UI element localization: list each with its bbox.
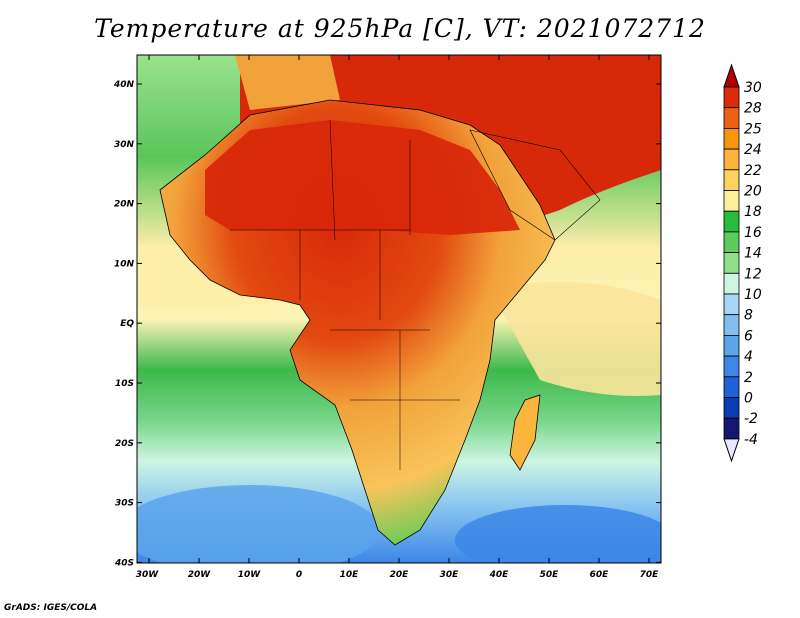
- madagascar: [509, 394, 541, 471]
- colorbar-label: 24: [744, 142, 762, 158]
- colorbar-label: 6: [744, 328, 753, 344]
- grads-credit: GrADS: IGES/COLA: [4, 603, 98, 613]
- colorbar-label: 16: [744, 225, 762, 241]
- colorbar-swatch: [723, 107, 740, 129]
- map-title: Temperature at 925hPa [C], VT: 202107271…: [94, 14, 706, 43]
- lon-tick-label: 20E: [390, 570, 410, 580]
- colorbar-label: 12: [744, 266, 762, 282]
- lat-tick-label: EQ: [120, 319, 134, 329]
- lat-tick-label: 20S: [115, 439, 134, 449]
- colorbar-swatch: [723, 314, 740, 336]
- lon-tick-label: 0: [296, 570, 302, 580]
- colorbar-label: 10: [744, 287, 762, 303]
- lon-tick-label: 60E: [590, 570, 610, 580]
- indian-ocean-warm-band: [490, 282, 661, 396]
- colorbar-label: -2: [744, 411, 758, 427]
- colorbar-label: -4: [744, 432, 758, 448]
- lon-tick-label: 70E: [640, 570, 660, 580]
- latitude-axis: 40N 30N 20N 10N EQ 10S 20S 30S 40S: [113, 80, 661, 568]
- lon-tick-label: 10E: [340, 570, 360, 580]
- colorbar-label: 25: [744, 121, 762, 137]
- lat-tick-label: 30N: [114, 140, 135, 150]
- iberia-warm: [235, 55, 340, 110]
- colorbar-label: 0: [744, 391, 753, 407]
- lat-tick-label: 30S: [115, 499, 134, 509]
- south-atlantic-cold-blob: [137, 485, 380, 563]
- lat-tick-label: 10S: [115, 379, 134, 389]
- lat-tick-label: 20N: [114, 200, 135, 210]
- colorbar-top-arrow: [723, 63, 740, 88]
- colorbar-swatch: [723, 334, 740, 357]
- colorbar-swatch: [723, 355, 740, 378]
- lat-tick-label: 40S: [114, 558, 134, 568]
- colorbar-label: 4: [744, 349, 753, 365]
- colorbar-bottom-arrow: [723, 438, 740, 463]
- sahara-hot-core: [205, 120, 520, 235]
- south-indian-cold-blob: [455, 505, 661, 563]
- colorbar-label: 2: [744, 370, 753, 386]
- colorbar-label: 8: [744, 308, 753, 324]
- lon-tick-label: 30E: [440, 570, 460, 580]
- colorbar-label: 20: [744, 184, 762, 200]
- colorbar-label: 14: [744, 246, 762, 262]
- country-borders: [230, 119, 460, 470]
- colorbar-swatch: [723, 148, 740, 171]
- colorbar-swatch: [723, 86, 740, 109]
- colorbar-label: 22: [744, 163, 762, 179]
- colorbar-swatch: [723, 376, 740, 398]
- colorbar-swatch: [723, 169, 740, 191]
- colorbar-swatch: [723, 210, 740, 233]
- arabia-outline: [469, 129, 601, 241]
- lon-tick-label: 30W: [136, 570, 160, 580]
- lon-tick-label: 40E: [489, 570, 510, 580]
- colorbar-label: 18: [744, 204, 762, 220]
- map-field: [137, 55, 661, 563]
- colorbar-swatch: [723, 127, 740, 150]
- colorbar-swatch: [723, 397, 740, 419]
- colorbar-label: 30: [744, 80, 762, 96]
- colorbar-swatch: [723, 272, 740, 295]
- colorbar-swatch: [723, 293, 740, 316]
- colorbar-swatch: [723, 231, 740, 253]
- longitude-axis: 30W 20W 10W 0 10E 20E 30E 40E 50E 60E 70E: [136, 55, 659, 580]
- colorbar-swatch: [723, 252, 740, 274]
- lon-tick-label: 10W: [238, 570, 262, 580]
- lon-tick-label: 20W: [188, 570, 212, 580]
- lon-tick-label: 50E: [540, 570, 560, 580]
- colorbar-swatch: [723, 417, 740, 440]
- colorbar-label: 28: [744, 101, 762, 117]
- lat-tick-label: 10N: [114, 259, 135, 269]
- colorbar-swatch: [723, 190, 740, 212]
- lat-tick-label: 40N: [113, 80, 135, 90]
